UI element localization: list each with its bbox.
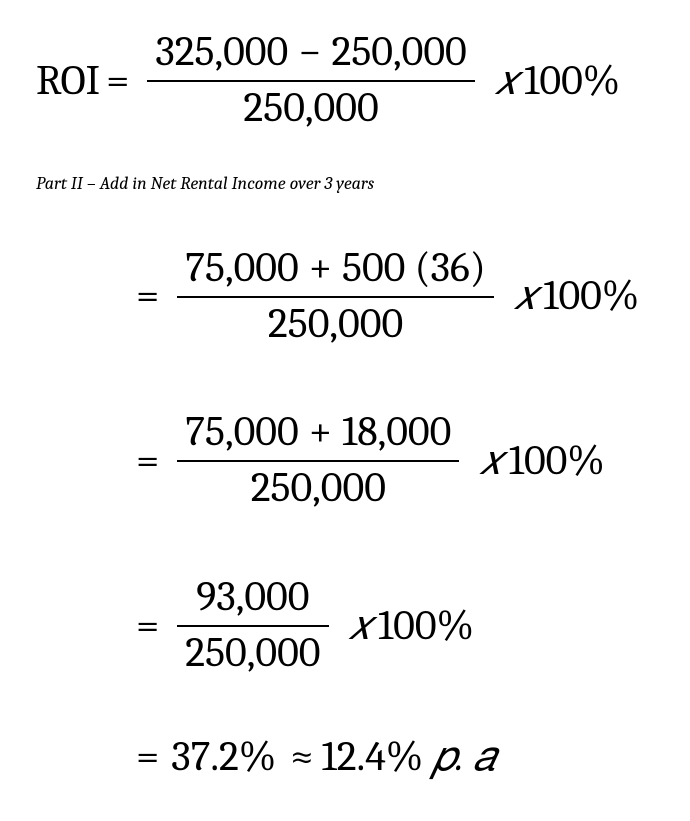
roi-label: ROI — [36, 56, 100, 105]
part-2-caption: Part II – Add in Net Rental Income over … — [36, 173, 654, 194]
equals-sign: = — [106, 56, 129, 105]
equation-roi-definition: ROI = 325,000−250,000 250,000 𝑥100% — [36, 28, 654, 133]
value-b: 18,000 — [342, 407, 451, 456]
equals-sign: = — [136, 271, 159, 320]
fraction: 325,000−250,000 250,000 — [147, 28, 474, 133]
denominator: 250,000 — [260, 300, 411, 348]
fraction-bar — [177, 296, 494, 298]
times-100-percent: 𝑥100% — [479, 436, 604, 485]
result-text: 37.2% ≈12.4% 𝑝. 𝑎 — [171, 732, 495, 781]
denominator: 250,000 — [243, 464, 394, 512]
equals-sign: = — [136, 436, 159, 485]
plus-sign: + — [309, 243, 332, 292]
minus-sign: − — [298, 27, 321, 76]
x-variable: 𝑥 — [514, 271, 537, 320]
value-a: 325,000 — [155, 27, 288, 76]
numerator: 93,000 — [188, 573, 317, 621]
value-b: 500 (36) — [342, 243, 486, 292]
value-b: 250,000 — [332, 27, 467, 76]
fraction-bar — [177, 625, 328, 627]
fraction: 93,000 250,000 — [177, 573, 328, 678]
equation-result: = 37.2% ≈12.4% 𝑝. 𝑎 — [36, 732, 654, 781]
numerator: 325,000−250,000 — [147, 28, 474, 76]
page: ROI = 325,000−250,000 250,000 𝑥100% Part… — [0, 0, 690, 821]
equation-step-4: = 93,000 250,000 𝑥100% — [36, 573, 654, 678]
times-100-percent: 𝑥100% — [495, 56, 620, 105]
times-100-percent: 𝑥100% — [514, 271, 639, 320]
fraction: 75,000+500 (36) 250,000 — [177, 244, 494, 349]
total-percent: 37.2% — [171, 732, 276, 781]
equation-step-3: = 75,000+18,000 250,000 𝑥100% — [36, 408, 654, 513]
numerator: 75,000+500 (36) — [177, 244, 494, 292]
times-100-percent: 𝑥100% — [349, 601, 474, 650]
denominator: 250,000 — [235, 84, 386, 132]
equals-sign: = — [136, 601, 159, 650]
value-a: 75,000 — [185, 407, 298, 456]
plus-sign: + — [309, 407, 332, 456]
percent-literal: 100% — [378, 601, 474, 650]
numerator: 75,000+18,000 — [177, 408, 459, 456]
x-variable: 𝑥 — [479, 436, 502, 485]
approx-sign: ≈ — [290, 732, 313, 781]
denominator: 250,000 — [177, 629, 328, 677]
x-variable: 𝑥 — [495, 56, 518, 105]
fraction-bar — [147, 80, 474, 82]
percent-literal: 100% — [509, 436, 605, 485]
equation-step-2: = 75,000+500 (36) 250,000 𝑥100% — [36, 244, 654, 349]
x-variable: 𝑥 — [349, 601, 372, 650]
value-a: 75,000 — [185, 243, 298, 292]
equals-sign: = — [136, 732, 159, 781]
per-annum-label: 𝑝. 𝑎 — [433, 732, 496, 781]
fraction: 75,000+18,000 250,000 — [177, 408, 459, 513]
percent-literal: 100% — [524, 56, 620, 105]
percent-literal: 100% — [543, 271, 639, 320]
fraction-bar — [177, 460, 459, 462]
annual-percent: 12.4% — [322, 732, 424, 781]
